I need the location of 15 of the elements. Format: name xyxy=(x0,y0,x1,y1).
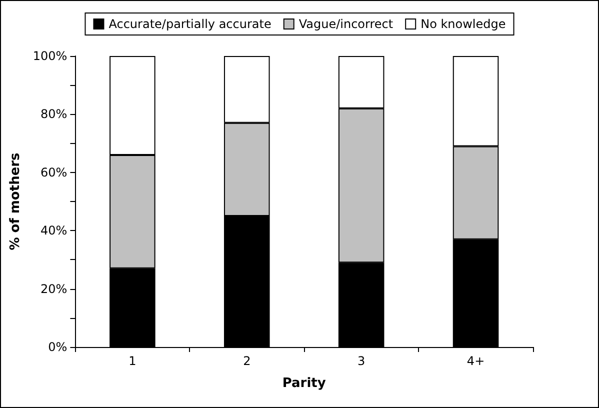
y-tick-label: 60% xyxy=(40,165,68,180)
legend-label: No knowledge xyxy=(420,17,506,31)
x-tick-label: 4+ xyxy=(466,354,485,368)
x-tick-label: 2 xyxy=(243,354,251,368)
x-tick-label: 3 xyxy=(358,354,366,368)
y-tick-label: 80% xyxy=(40,107,68,122)
x-tick-label: 1 xyxy=(128,354,136,368)
legend-label: Accurate/partially accurate xyxy=(108,17,272,31)
y-tick-label: 40% xyxy=(40,224,68,238)
y-tick-label: 0% xyxy=(48,340,68,354)
x-axis-title: Parity xyxy=(282,376,326,391)
y-tick-label: 20% xyxy=(40,282,68,296)
y-axis-title: % of mothers xyxy=(8,152,23,250)
legend-label: Vague/incorrect xyxy=(298,17,394,31)
y-tick-label: 100% xyxy=(32,49,68,63)
